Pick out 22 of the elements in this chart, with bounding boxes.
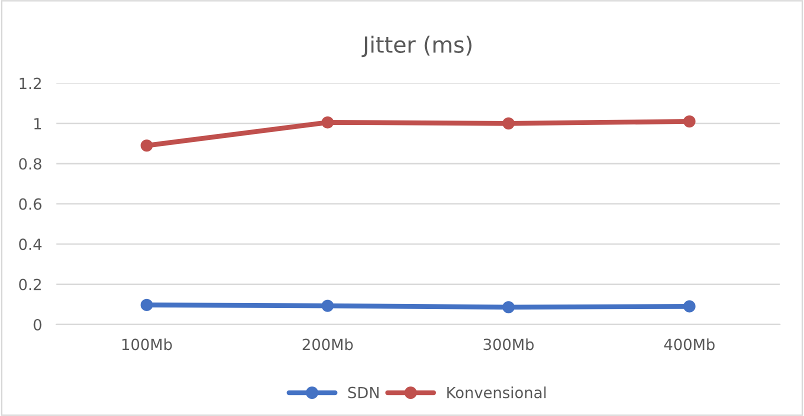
y-tick-label: 0.4 <box>19 238 42 250</box>
point <box>140 298 153 312</box>
legend-label: Konvensional <box>447 386 546 398</box>
y-tick-label: 0.2 <box>19 278 41 290</box>
x-tick-label: 300Mb <box>484 338 534 350</box>
legend-label: SDN <box>348 386 379 398</box>
y-tick-label: 0.6 <box>19 198 42 210</box>
point <box>683 115 696 128</box>
x-tick-label: 400Mb <box>664 338 715 350</box>
point <box>502 117 515 130</box>
x-tick-label: 200Mb <box>302 338 353 350</box>
point <box>322 116 334 128</box>
point <box>683 300 696 312</box>
point <box>140 139 153 152</box>
y-tick-label: 1 <box>34 118 41 130</box>
point <box>322 300 334 312</box>
y-tick-label: 0 <box>34 318 42 330</box>
x-tick-label: 100Mb <box>122 338 172 350</box>
y-tick-label: 1.2 <box>20 78 41 90</box>
point <box>502 301 515 314</box>
chart-title: Jitter (ms) <box>362 36 472 58</box>
y-tick-label: 0.8 <box>19 158 42 170</box>
